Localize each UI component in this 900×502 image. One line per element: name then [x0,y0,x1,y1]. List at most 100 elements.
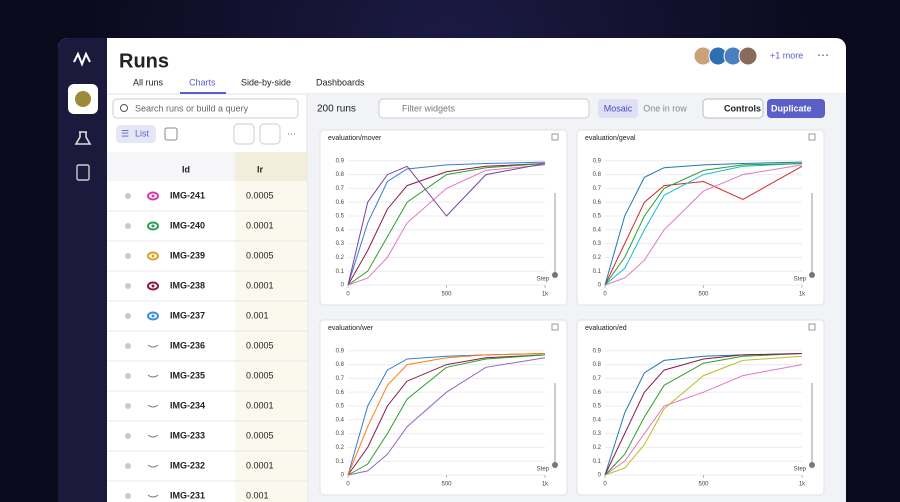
y-tick-label: 0.2 [593,255,602,261]
lr-column [235,152,307,502]
mosaic-button[interactable] [598,99,638,118]
column-header[interactable]: Id [182,164,190,174]
row-dot[interactable] [125,313,131,319]
visibility-icon[interactable] [147,221,159,231]
run-id[interactable]: IMG-232 [170,460,205,470]
menu[interactable]: ⋯ [817,48,829,62]
row-dot[interactable] [125,373,131,379]
visibility-icon[interactable] [147,191,159,201]
visibility-pupil [151,224,155,228]
lr-value: 0.0001 [246,460,274,470]
run-id[interactable]: IMG-236 [170,340,205,350]
y-tick-label: 0.7 [593,186,602,192]
expand-icon[interactable] [808,323,816,331]
visibility-icon[interactable] [147,281,159,291]
y-tick-label: 0 [598,283,602,289]
controls-label[interactable]: Controls [724,103,761,113]
flask-icon[interactable] [74,131,92,145]
tab[interactable]: Dashboards [316,77,365,87]
tab[interactable]: Side-by-side [241,77,291,87]
chart-button[interactable] [233,123,255,145]
lr-value: 0.0005 [246,190,274,200]
more-users[interactable]: +1 more [770,50,803,60]
row-dot[interactable] [125,283,131,289]
row-dot[interactable] [125,193,131,199]
hidden-icon[interactable] [147,434,159,438]
row-dot[interactable] [125,223,131,229]
logo[interactable] [73,51,91,67]
run-id[interactable]: IMG-237 [170,310,205,320]
tab-active[interactable]: Charts [189,77,216,87]
visibility-pupil [151,314,155,318]
controls-button[interactable] [702,98,764,119]
run-id[interactable]: IMG-238 [170,280,205,290]
y-tick-label: 0.7 [336,186,345,192]
more[interactable]: ⋯ [287,128,296,138]
row-dot[interactable] [125,433,131,439]
slider-knob[interactable] [809,462,815,468]
y-tick-label: 0.9 [593,158,602,164]
series-line [604,165,803,286]
run-id[interactable]: IMG-235 [170,370,205,380]
run-id[interactable]: IMG-239 [170,250,205,260]
graph-button[interactable] [259,123,281,145]
expand-icon[interactable] [808,133,816,141]
avatars[interactable] [693,46,758,66]
x-tick-label: 500 [698,292,709,298]
expand-icon[interactable] [551,133,559,141]
run-id[interactable]: IMG-231 [170,490,205,500]
y-tick-label: 0.8 [593,172,602,178]
slider-knob[interactable] [809,272,815,278]
visibility-icon[interactable] [147,311,159,321]
hidden-icon[interactable] [147,494,159,498]
series-line [347,353,546,476]
one-in-row[interactable]: One in row [643,103,687,113]
slider-knob[interactable] [552,272,558,278]
duplicate-button[interactable] [767,99,825,118]
expand-icon[interactable] [551,323,559,331]
mosaic-label[interactable]: Mosaic [604,103,633,113]
x-tick-label: 0 [603,292,607,298]
search-box[interactable] [112,98,299,119]
row-dot[interactable] [125,463,131,469]
hidden-icon[interactable] [147,374,159,378]
report-icon[interactable] [76,164,90,181]
row-dot[interactable] [125,403,131,409]
row-dot[interactable] [125,253,131,259]
run-id[interactable]: IMG-240 [170,220,205,230]
column-header[interactable]: lr [257,164,264,174]
search-placeholder[interactable]: Search runs or build a query [135,103,249,113]
y-tick-label: 0.4 [336,227,345,233]
series-line [604,164,803,286]
grid-view[interactable] [164,127,178,141]
row-dot[interactable] [125,343,131,349]
duplicate-label[interactable]: Duplicate [771,103,812,113]
run-id[interactable]: IMG-234 [170,400,205,410]
tab[interactable]: All runs [133,77,164,87]
lr-value: 0.0005 [246,370,274,380]
filter-placeholder[interactable]: Filter widgets [402,103,456,113]
y-tick-label: 0.2 [336,445,345,451]
chart-title: evaluation/wer [328,325,374,332]
run-id[interactable]: IMG-233 [170,430,205,440]
slider-knob[interactable] [552,462,558,468]
list-icon: ☰ [121,128,129,138]
hidden-icon[interactable] [147,404,159,408]
list-button[interactable] [116,125,156,143]
row-dot[interactable] [125,493,131,499]
y-tick-label: 0 [341,473,345,479]
y-tick-label: 0 [341,283,345,289]
y-tick-label: 0.6 [336,200,345,206]
search-icon [120,104,128,112]
visibility-icon[interactable] [147,251,159,261]
lr-value: 0.0001 [246,400,274,410]
series-line [604,163,803,286]
x-tick-label: 500 [698,482,709,488]
y-tick-label: 0.3 [593,241,602,247]
hidden-icon[interactable] [147,464,159,468]
run-id[interactable]: IMG-241 [170,190,205,200]
list-label[interactable]: List [135,128,150,138]
hidden-icon[interactable] [147,344,159,348]
filter-box[interactable] [378,98,590,119]
